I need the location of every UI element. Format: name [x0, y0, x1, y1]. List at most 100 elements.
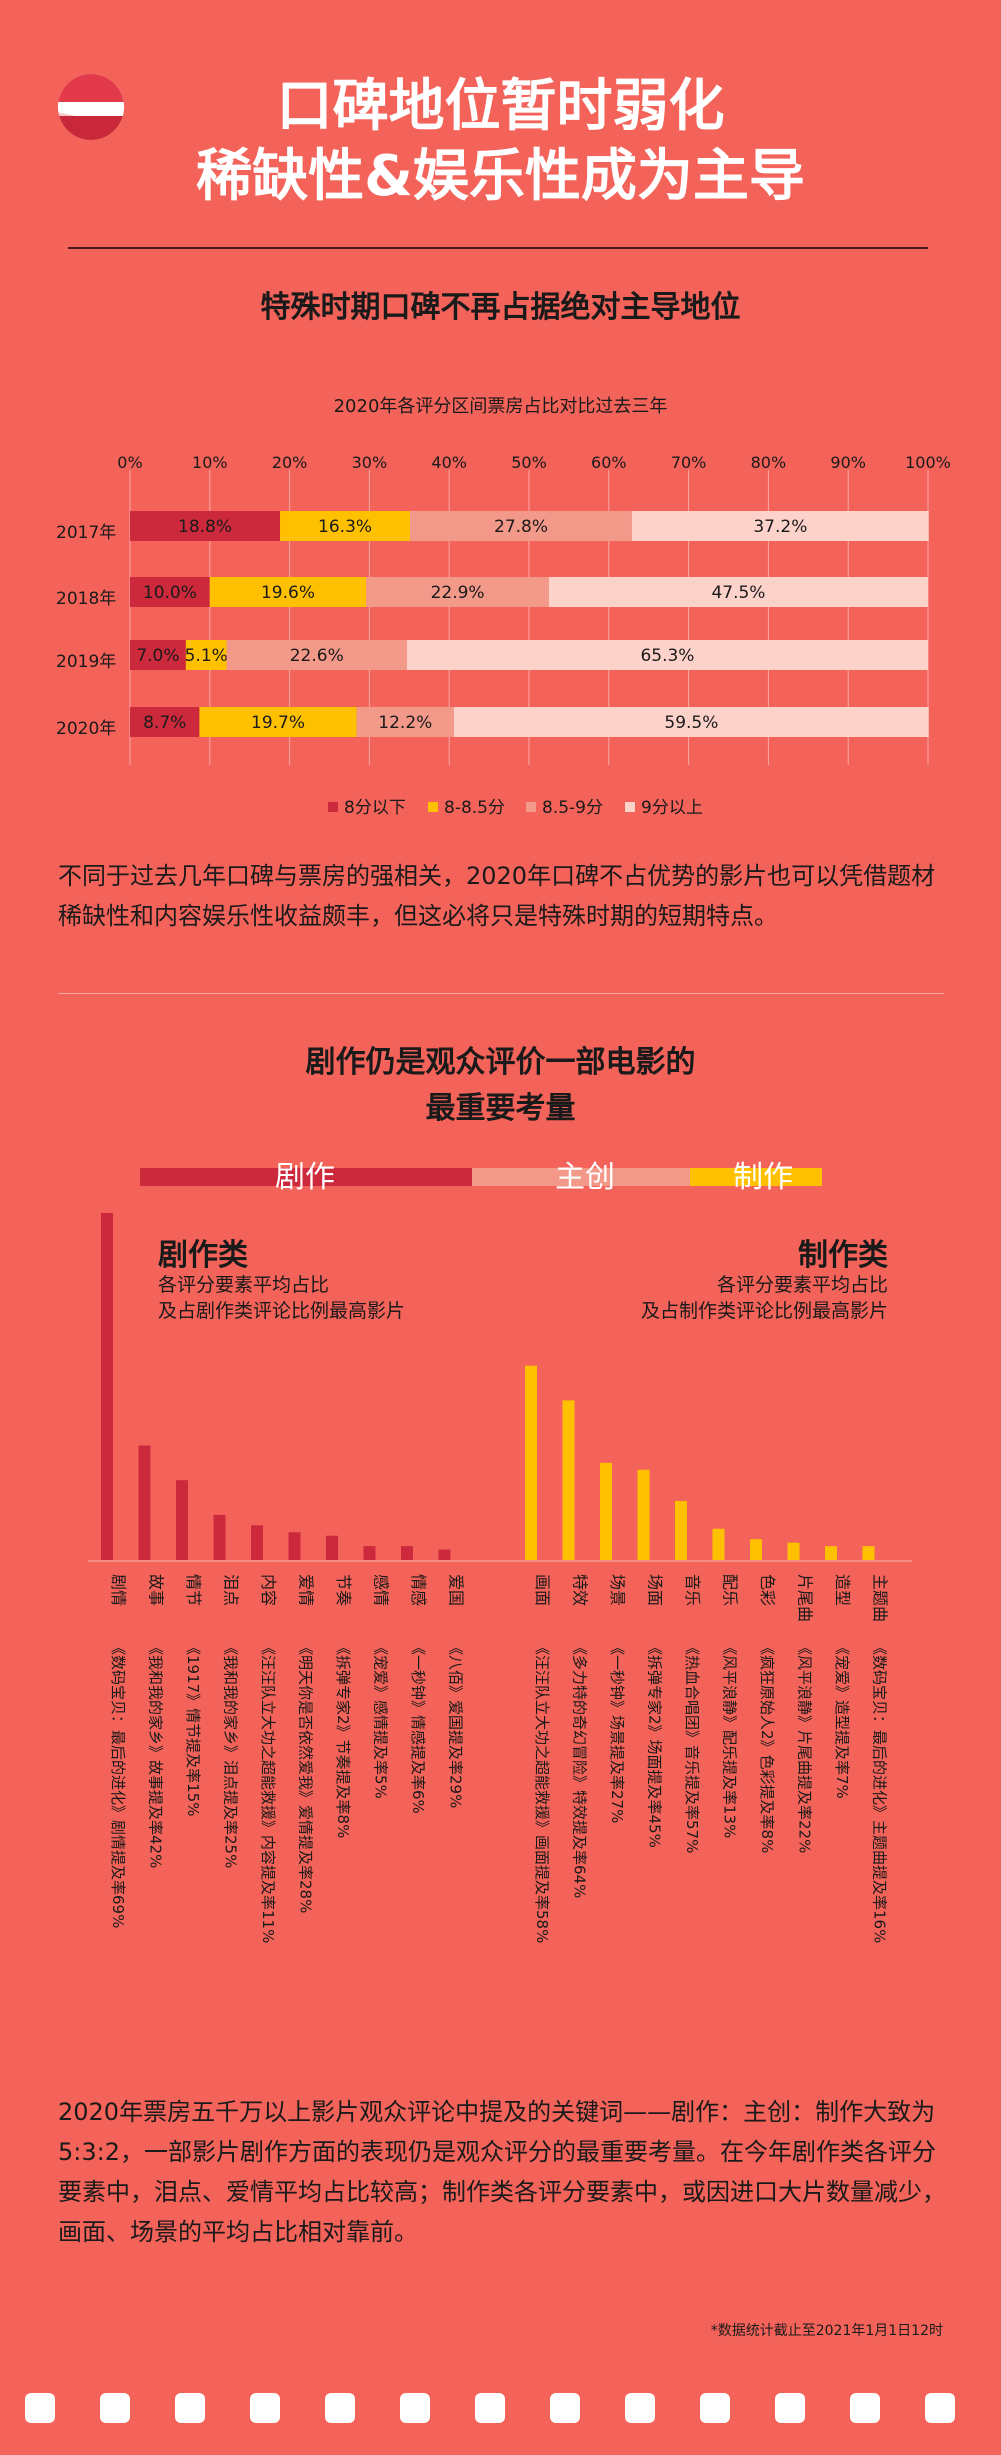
ratio-bar-production: [690, 1168, 822, 1186]
x-tick-label: 20%: [272, 453, 308, 472]
footnote: *数据统计截止至2021年1月1日12时: [710, 2323, 943, 2339]
production-category-title: 制作类: [798, 1238, 888, 1273]
column-film-label: 《多力特的奇幻冒险》特效提及率64%: [571, 1640, 589, 1898]
column-bar: [213, 1514, 226, 1560]
data-label: 65.3%: [640, 646, 694, 666]
data-label: 18.8%: [178, 517, 232, 537]
column-film-label: 《宠爱》造型提及率7%: [833, 1640, 851, 1799]
column-category-label: 片尾曲: [796, 1574, 815, 1622]
column-category-label: 故事: [147, 1574, 166, 1606]
column-category-label: 场面: [646, 1574, 665, 1606]
x-tick-label: 80%: [751, 453, 787, 472]
column-film-label: 《风平浪静》片尾曲提及率22%: [796, 1640, 814, 1853]
column-category-label: 音乐: [683, 1574, 702, 1606]
x-tick-label: 70%: [671, 453, 707, 472]
x-tick-label: 10%: [192, 453, 228, 472]
column-film-label: 《数码宝贝：最后的进化》主题曲提及率16%: [871, 1640, 889, 1943]
ratio-label-script: 剧作: [275, 1160, 335, 1195]
ratio-label-creator: 主创: [555, 1160, 615, 1195]
script-category-title: 剧作类: [158, 1238, 248, 1273]
bar-segment: [130, 511, 281, 541]
ratio-bar-creator: [472, 1168, 690, 1186]
column-category-label: 场景: [608, 1574, 627, 1606]
column-film-label: 《我和我的家乡》故事提及率42%: [147, 1640, 165, 1868]
bar-segment: [199, 707, 357, 737]
column-category-label: 特效: [571, 1574, 590, 1606]
data-label: 59.5%: [664, 713, 718, 733]
bar-segment: [356, 707, 454, 737]
column-film-label: 《1917》情节提及率15%: [184, 1640, 202, 1817]
y-category-label: 2018年: [56, 589, 116, 609]
x-tick-label: 90%: [830, 453, 866, 472]
column-bar: [438, 1549, 451, 1560]
column-category-label: 爱国: [447, 1574, 466, 1606]
film-hole-decoration: [400, 2393, 430, 2423]
column-bar: [825, 1546, 837, 1560]
bar-segment: [280, 511, 411, 541]
column-bar: [562, 1400, 575, 1560]
data-label: 19.7%: [251, 713, 305, 733]
column-film-label: 《数码宝贝：最后的进化》剧情提及率69%: [109, 1640, 127, 1928]
column-bar: [675, 1501, 687, 1560]
data-label: 27.8%: [494, 517, 548, 537]
bar-segment: [453, 707, 929, 737]
data-label: 7.0%: [136, 646, 179, 666]
bar-segment: [366, 577, 549, 607]
section2-title-line1: 剧作仍是观众评价一部电影的: [305, 1045, 696, 1080]
film-hole-decoration: [175, 2393, 205, 2423]
column-film-label: 《明天你是否依然爱我》爱情提及率28%: [297, 1640, 315, 1913]
data-label: 47.5%: [711, 583, 765, 603]
bar-segment: [130, 577, 210, 607]
column-film-label: 《汪汪队立大功之超能救援》内容提及率11%: [259, 1640, 277, 1943]
data-label: 37.2%: [753, 517, 807, 537]
script-category-sub2: 及占剧作类评论比例最高影片: [158, 1300, 406, 1322]
column-category-label: 内容: [259, 1574, 278, 1606]
title-divider: [68, 247, 928, 249]
bar-segment: [130, 640, 186, 670]
column-category-label: 配乐: [721, 1574, 740, 1606]
data-label: 22.6%: [290, 646, 344, 666]
ratio-bar-script: [140, 1168, 472, 1186]
script-category-sub1: 各评分要素平均占比: [158, 1274, 330, 1296]
main-title-line2: 稀缺性&娱乐性成为主导: [196, 144, 805, 209]
bar-segment: [226, 640, 407, 670]
column-bar: [176, 1480, 188, 1560]
film-hole-decoration: [250, 2393, 280, 2423]
legend-swatch: [328, 802, 338, 812]
production-category-sub1: 各评分要素平均占比: [716, 1274, 888, 1296]
data-label: 5.1%: [185, 646, 228, 666]
legend-swatch: [625, 802, 635, 812]
bar-segment: [130, 707, 200, 737]
column-category-label: 造型: [833, 1574, 852, 1606]
column-category-label: 情节: [184, 1574, 203, 1606]
section2-title-line2: 最重要考量: [425, 1091, 576, 1126]
data-label: 19.6%: [261, 583, 315, 603]
column-film-label: 《拆弹专家2》场面提及率45%: [646, 1640, 664, 1848]
film-hole-decoration: [700, 2393, 730, 2423]
column-bar: [326, 1535, 338, 1560]
x-tick-label: 30%: [352, 453, 388, 472]
y-category-label: 2017年: [56, 523, 116, 543]
column-category-label: 画面: [533, 1574, 552, 1606]
legend-swatch: [428, 802, 438, 812]
film-hole-decoration: [625, 2393, 655, 2423]
bar-segment: [209, 577, 367, 607]
column-film-label: 《拆弹专家2》节奏提及率8%: [334, 1640, 352, 1838]
bar-segment: [410, 511, 632, 541]
column-film-label: 《八佰》爱国提及率29%: [447, 1640, 465, 1808]
y-category-label: 2020年: [56, 719, 116, 739]
column-bar: [138, 1445, 151, 1560]
column-bar: [712, 1528, 725, 1560]
data-label: 8.7%: [143, 713, 186, 733]
production-category-sub2: 及占制作类评论比例最高影片: [640, 1300, 888, 1322]
bar-segment: [406, 640, 928, 670]
film-hole-decoration: [325, 2393, 355, 2423]
column-bar: [401, 1546, 413, 1560]
film-hole-decoration: [475, 2393, 505, 2423]
x-tick-label: 40%: [431, 453, 467, 472]
column-bar: [862, 1546, 875, 1560]
y-category-label: 2019年: [56, 652, 116, 672]
bar-segment: [548, 577, 928, 607]
column-bar: [637, 1469, 650, 1560]
data-label: 22.9%: [431, 583, 485, 603]
